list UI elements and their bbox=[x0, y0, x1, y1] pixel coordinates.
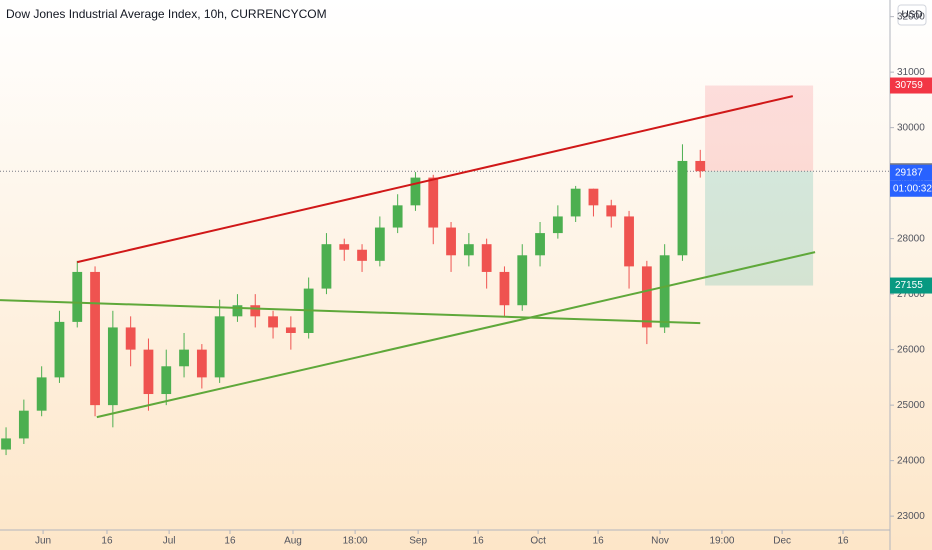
candle-body bbox=[18, 410, 29, 439]
candle-body bbox=[232, 305, 243, 317]
candle-body bbox=[641, 266, 652, 328]
target-price-label-bg bbox=[890, 77, 932, 94]
candle-body bbox=[250, 305, 261, 317]
candle-body bbox=[214, 316, 225, 378]
y-tick-label: 32000 bbox=[897, 11, 925, 22]
currency-button[interactable] bbox=[897, 4, 927, 26]
candle-body bbox=[428, 177, 439, 228]
candle-body bbox=[357, 249, 367, 261]
candle-body bbox=[54, 321, 65, 378]
candle-body bbox=[90, 271, 100, 406]
target-price-label: 30759 bbox=[895, 80, 923, 91]
trend-line bbox=[77, 95, 794, 264]
candle-body bbox=[588, 188, 599, 206]
candle-body bbox=[552, 216, 563, 234]
chart-title: Dow Jones Industrial Average Index, 10h,… bbox=[6, 7, 327, 21]
candle-body bbox=[179, 349, 189, 367]
candle-body bbox=[535, 233, 545, 256]
candle-body bbox=[606, 205, 617, 217]
bid-price-label-bg bbox=[890, 164, 932, 181]
x-tick-label: Nov bbox=[651, 536, 669, 547]
candle-body bbox=[107, 327, 118, 406]
y-tick-label: 25000 bbox=[897, 400, 925, 411]
currency-label[interactable]: USD bbox=[901, 10, 922, 21]
y-tick-label: 23000 bbox=[897, 511, 925, 522]
x-tick-label: 16 bbox=[224, 536, 236, 547]
y-tick-label: 24000 bbox=[897, 455, 925, 466]
position-zone bbox=[705, 171, 814, 286]
y-tick-label: 31000 bbox=[897, 67, 925, 78]
candle-body bbox=[446, 227, 456, 256]
x-tick-label: Dec bbox=[773, 536, 791, 547]
candle-body bbox=[410, 177, 421, 206]
candle-body bbox=[517, 255, 528, 306]
candle-body bbox=[481, 244, 492, 272]
candle-body bbox=[1, 438, 11, 450]
x-tick-label: 16 bbox=[837, 536, 849, 547]
y-tick-label: 27000 bbox=[897, 289, 925, 300]
trend-line bbox=[0, 299, 701, 325]
x-tick-label: Jul bbox=[163, 536, 176, 547]
x-tick-label: 16 bbox=[473, 536, 485, 547]
x-tick-label: Sep bbox=[409, 536, 427, 547]
candle-body bbox=[339, 244, 350, 250]
candle-body bbox=[392, 205, 403, 228]
x-tick-label: 16 bbox=[101, 536, 113, 547]
candle-body bbox=[161, 366, 172, 395]
x-tick-label: Oct bbox=[530, 536, 546, 547]
candle-body bbox=[285, 327, 296, 333]
candle-body bbox=[143, 349, 154, 395]
trend-line bbox=[96, 251, 816, 419]
candle-body bbox=[463, 244, 474, 256]
candle-body bbox=[624, 216, 634, 267]
y-tick-label: 26000 bbox=[897, 344, 925, 355]
stop-price-label-bg bbox=[890, 277, 932, 294]
candle-body bbox=[196, 349, 207, 378]
position-zone bbox=[705, 85, 814, 172]
candle-body bbox=[321, 244, 332, 289]
x-tick-label: 16 bbox=[593, 536, 605, 547]
x-tick-label: Aug bbox=[284, 536, 302, 547]
candle-body bbox=[36, 377, 47, 411]
candle-body bbox=[570, 188, 581, 217]
countdown-bg bbox=[890, 180, 932, 197]
y-tick-label: 30000 bbox=[897, 122, 925, 133]
candle-body bbox=[695, 160, 706, 172]
stop-price-label: 27155 bbox=[895, 280, 923, 291]
candle-body bbox=[268, 316, 278, 328]
candle-body bbox=[499, 271, 510, 306]
candle-body bbox=[659, 255, 670, 328]
candle-body bbox=[677, 160, 688, 256]
candle-body bbox=[374, 227, 385, 261]
bid-price-label: 29187 bbox=[895, 167, 923, 178]
x-tick-label: Jun bbox=[35, 536, 51, 547]
x-tick-label: 19:00 bbox=[709, 536, 734, 547]
y-tick-label: 28000 bbox=[897, 233, 925, 244]
x-tick-label: 18:00 bbox=[343, 536, 368, 547]
candle-body bbox=[125, 327, 136, 350]
countdown: 01:00:32 bbox=[893, 183, 932, 194]
candle-body bbox=[72, 271, 83, 322]
